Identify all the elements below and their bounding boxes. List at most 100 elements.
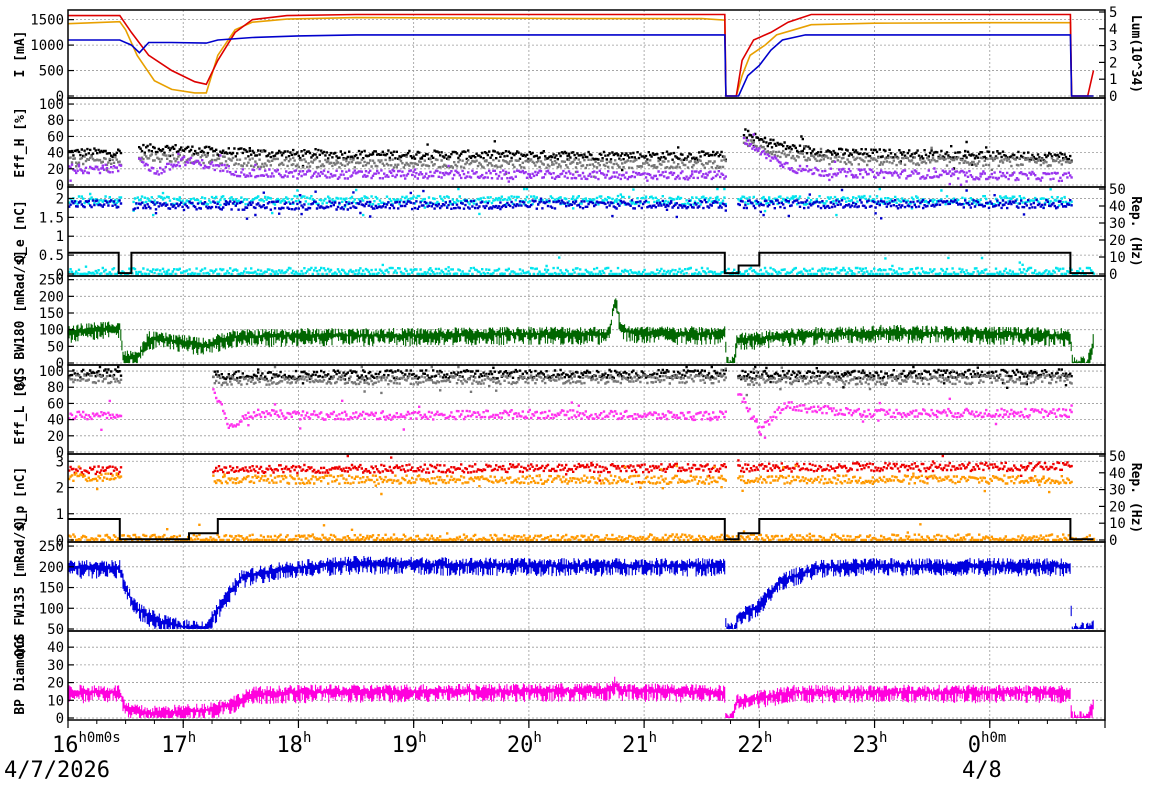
charge-p-ytick-right-label: 40 [1109, 466, 1126, 482]
charge-e-series-1 [68, 188, 1073, 220]
xtick-label-suffix: h [879, 730, 887, 746]
xtick-label-hour: 22 [737, 733, 764, 758]
xtick-label: 22h [737, 730, 772, 758]
data-layer [67, 13, 1096, 718]
qcs-bw180-ytick-label: 50 [47, 339, 64, 355]
current-lum-series-1 [68, 13, 1095, 97]
qcs-fw135-ytick-label: 50 [47, 622, 64, 638]
charge-e-ytick-label: 1.5 [39, 210, 64, 226]
current-lum-ytick-label: 0 [56, 89, 64, 105]
current-lum-ytick-right-label: 4 [1109, 22, 1117, 38]
current-lum-ytick-right-label: 5 [1109, 5, 1117, 21]
xtick-label: 20h [507, 730, 542, 758]
charge-e-rep-rate [68, 251, 1094, 275]
eff-h-series-1 [68, 139, 1073, 178]
xtick-label-suffix: h [764, 730, 772, 746]
eff-l-ytick-label: 0 [56, 445, 64, 461]
eff-h-series-2 [68, 133, 1073, 186]
charge-p-ytick-right-label: 50 [1109, 449, 1126, 465]
current-lum-ytick-label: 1000 [30, 38, 64, 54]
xtick-label-hour: 21 [622, 733, 649, 758]
charge-e-ylabel-right: Rep. (Hz) [1128, 196, 1143, 266]
bp-diamond-ytick-label: 20 [47, 676, 64, 692]
date-next: 4/8 [962, 758, 1002, 782]
qcs-fw135-ytick-label: 200 [39, 560, 64, 576]
xtick-label-hour: 17 [161, 733, 188, 758]
xtick-label-suffix: h [188, 730, 196, 746]
xtick-label: 21h [622, 730, 657, 758]
charge-e-ytick-label: 0.5 [39, 248, 64, 264]
eff-h-ytick-label: 0 [56, 178, 64, 194]
qcs-bw180-ytick-label: 150 [39, 306, 64, 322]
xtick-label-suffix: h0m [981, 730, 1006, 746]
current-lum-ytick-label: 500 [39, 64, 64, 80]
current-lum-ytick-right-label: 1 [1109, 72, 1117, 88]
qcs-bw180-ytick-label: 0 [56, 356, 64, 372]
bp-diamond-ytick-label: 0 [56, 711, 64, 727]
charge-e-ytick-right-label: 30 [1109, 216, 1126, 232]
eff-l-series-0 [68, 365, 1073, 389]
current-lum-ylabel-right: Lum(10^34) [1128, 15, 1143, 93]
charge-p-series-2 [68, 523, 1096, 542]
qcs-bw180-ytick-label: 100 [39, 323, 64, 339]
eff-l-ytick-label: 80 [47, 380, 64, 396]
charge-e-ytick-right-label: 10 [1109, 250, 1126, 266]
current-lum-ytick-right-label: 0 [1109, 89, 1117, 105]
charge-p-ytick-right-label: 20 [1109, 499, 1126, 515]
xtick-label-hour: 0 [968, 733, 981, 758]
xtick-label: 17h [161, 730, 196, 758]
bp-diamond-ytick-label: 10 [47, 693, 64, 709]
eff-h-series-0 [68, 128, 1073, 172]
xtick-label: 0h0m [968, 730, 1007, 758]
bp-diamond-ylabel: BP Diamond [13, 636, 28, 714]
qcs-bw180-ylabel: QCS BW180 [mRad/s] [13, 250, 28, 391]
charge-p-ytick-right-label: 30 [1109, 483, 1126, 499]
xtick-label-hour: 19 [392, 733, 419, 758]
charge-p-ytick-label: 3 [56, 454, 64, 470]
charge-p-ytick-right-label: 10 [1109, 516, 1126, 532]
current-lum-series-2 [68, 34, 1094, 97]
xtick-label-hour: 20 [507, 733, 534, 758]
current-lum-ytick-right-label: 2 [1109, 55, 1117, 71]
charge-e-ytick-right-label: 0 [1109, 267, 1117, 283]
charge-e-series-2 [68, 256, 1096, 276]
charge-e-ytick-label: 2 [56, 191, 64, 207]
xtick-label-suffix: h0m0s [79, 730, 121, 746]
xtick-label-hour: 16 [52, 733, 79, 758]
eff-l-ytick-label: 40 [47, 413, 64, 429]
current-lum-ytick-label: 1500 [30, 13, 64, 29]
eff-h-ytick-label: 80 [47, 113, 64, 129]
charge-e-ytick-right-label: 50 [1109, 182, 1126, 198]
qcs-bw180-ytick-label: 200 [39, 289, 64, 305]
charge-e-ytick-label: 0 [56, 267, 64, 283]
eff-l-ytick-label: 20 [47, 429, 64, 445]
eff-h-ytick-label: 40 [47, 146, 64, 162]
charge-p-ytick-right-label: 0 [1109, 533, 1117, 549]
current-lum-ylabel: I [mA] [13, 31, 28, 78]
qcs-bw180-ytick-label: 250 [39, 273, 64, 289]
current-lum-ytick-right-label: 3 [1109, 39, 1117, 55]
charge-p-series-1 [68, 464, 1073, 496]
charge-p-ytick-label: 2 [56, 481, 64, 497]
xtick-label: 19h [392, 730, 427, 758]
charge-p-ytick-label: 0 [56, 533, 64, 549]
eff-l-series-2 [68, 388, 1073, 439]
bp-diamond-ytick-label: 40 [47, 640, 64, 656]
eff-h-ytick-label: 60 [47, 129, 64, 145]
eff-h-ytick-label: 20 [47, 162, 64, 178]
charge-e-ylabel: Q_e [nC] [13, 200, 28, 263]
charge-p-ylabel-right: Rep. (Hz) [1128, 463, 1143, 533]
eff-h-ytick-label: 100 [39, 97, 64, 113]
qcs-fw135-ytick-label: 250 [39, 539, 64, 555]
xtick-label-suffix: h [533, 730, 541, 746]
qcs-fw135-ylabel: QCS FW135 [mRad/s] [13, 516, 28, 657]
qcs-fw135-ytick-label: 150 [39, 581, 64, 597]
eff-l-series-1 [68, 365, 1073, 397]
frame-layer [67, 9, 1106, 728]
xtick-label-suffix: h [649, 730, 657, 746]
charge-e-ytick-right-label: 40 [1109, 199, 1126, 215]
xtick-label-hour: 18 [276, 733, 303, 758]
